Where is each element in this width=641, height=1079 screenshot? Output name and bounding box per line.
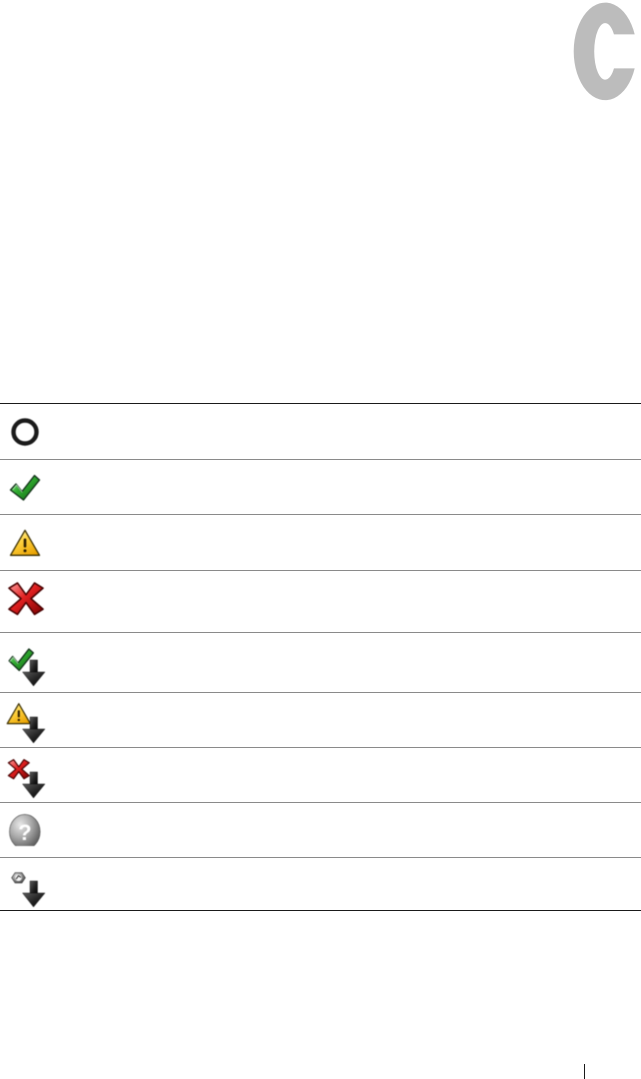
svg-text:?: ? bbox=[18, 820, 31, 845]
